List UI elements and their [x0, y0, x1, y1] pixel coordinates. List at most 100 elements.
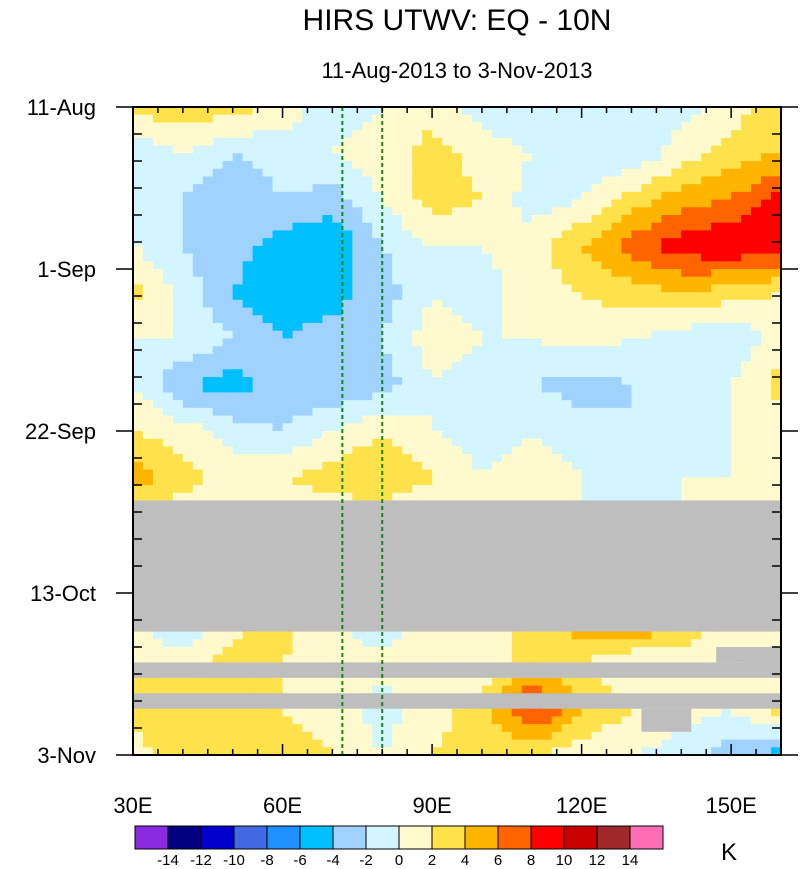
field-cell	[133, 361, 144, 370]
field-cell	[461, 261, 473, 270]
field-cell	[402, 654, 413, 664]
field-cell	[242, 245, 254, 255]
field-cell	[372, 346, 383, 355]
field-cell	[332, 677, 343, 687]
field-cell	[262, 338, 274, 347]
field-cell	[771, 446, 782, 455]
field-cell	[252, 299, 264, 309]
field-cell	[501, 207, 513, 216]
field-cell	[561, 677, 573, 687]
field-cell	[611, 361, 623, 370]
field-cell	[402, 346, 413, 355]
field-cell	[631, 230, 643, 239]
field-cell	[721, 114, 732, 124]
field-cell	[202, 631, 214, 640]
field-cell	[491, 292, 503, 301]
field-cell	[581, 199, 593, 208]
field-cell	[312, 423, 324, 432]
field-cell	[751, 323, 762, 332]
field-cell	[352, 361, 363, 370]
field-cell	[392, 369, 403, 378]
field-cell	[382, 145, 393, 154]
field-cell	[491, 269, 503, 278]
field-cell	[751, 199, 762, 208]
field-cell	[531, 492, 543, 502]
field-cell	[382, 315, 393, 324]
field-cell	[402, 230, 413, 239]
field-cell	[202, 145, 214, 154]
field-cell	[252, 122, 264, 131]
field-cell	[541, 431, 553, 440]
field-cell	[691, 338, 702, 347]
field-cell	[432, 238, 443, 247]
field-cell	[571, 269, 583, 278]
field-cell	[172, 299, 184, 309]
field-cell	[302, 431, 314, 440]
field-cell	[701, 230, 712, 239]
field-cell	[182, 114, 194, 124]
field-cell	[402, 145, 413, 154]
field-cell	[412, 415, 423, 424]
field-cell	[262, 369, 274, 378]
field-cell	[641, 107, 652, 116]
field-cell	[721, 153, 732, 162]
field-cell	[422, 438, 433, 448]
field-cell	[352, 639, 363, 648]
field-cell	[142, 191, 154, 201]
field-cell	[541, 330, 553, 340]
field-cell	[262, 269, 274, 278]
field-cell	[262, 215, 274, 224]
field-cell	[382, 431, 393, 440]
field-cell	[481, 261, 493, 270]
field-cell	[481, 477, 493, 486]
field-cell	[681, 353, 692, 363]
field-cell	[631, 107, 643, 116]
field-cell	[641, 191, 652, 201]
field-cell	[551, 323, 563, 332]
field-cell	[172, 284, 184, 293]
field-cell	[771, 137, 782, 147]
field-cell	[392, 446, 403, 455]
field-cell	[591, 492, 603, 502]
field-cell	[392, 284, 403, 293]
field-cell	[751, 161, 762, 170]
field-cell	[202, 446, 214, 455]
field-cell	[282, 454, 294, 463]
field-cell	[242, 454, 254, 463]
field-cell	[382, 353, 393, 363]
field-cell	[162, 438, 174, 448]
field-cell	[571, 438, 583, 448]
field-cell	[771, 384, 782, 394]
field-cell	[621, 299, 633, 309]
field-cell	[402, 276, 413, 286]
field-cell	[272, 168, 284, 178]
field-cell	[152, 353, 164, 363]
field-cell	[362, 230, 373, 239]
field-cell	[571, 631, 583, 640]
field-cell	[432, 361, 443, 370]
field-cell	[432, 423, 443, 432]
field-cell	[481, 207, 493, 216]
field-cell	[751, 122, 762, 131]
field-cell	[382, 191, 393, 201]
field-cell	[352, 137, 363, 147]
field-cell	[272, 315, 284, 324]
field-cell	[571, 245, 583, 255]
field-cell	[262, 107, 274, 116]
field-cell	[491, 377, 503, 386]
field-cell	[711, 323, 722, 332]
field-cell	[412, 199, 423, 208]
field-cell	[382, 307, 393, 316]
field-cell	[282, 253, 294, 262]
field-cell	[342, 307, 353, 316]
field-cell	[631, 639, 643, 648]
field-cell	[382, 469, 393, 478]
field-cell	[172, 315, 184, 324]
field-cell	[352, 222, 363, 232]
field-cell	[232, 176, 244, 185]
field-cell	[442, 346, 453, 355]
field-cell	[282, 631, 294, 640]
field-cell	[422, 245, 433, 255]
field-cell	[561, 438, 573, 448]
field-cell	[621, 407, 633, 417]
